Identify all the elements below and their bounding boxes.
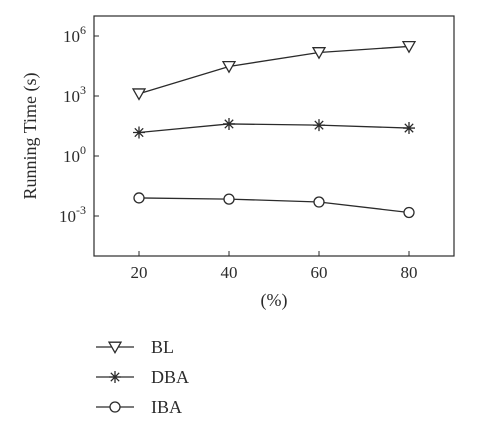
- data-point-iba: [313, 196, 325, 208]
- x-axis-ticks: 20 40 60 80: [131, 251, 418, 282]
- y-axis-label: Running Time (s): [20, 72, 41, 199]
- data-point-iba: [133, 192, 145, 204]
- series-layer: [131, 41, 417, 219]
- legend-label-bl: BL: [151, 337, 174, 357]
- data-point-bl: [401, 41, 417, 54]
- y-tick-label: 10-3: [59, 203, 86, 226]
- data-point-iba: [403, 206, 415, 219]
- data-point-dba-shape: [403, 122, 415, 135]
- legend-label-dba: DBA: [151, 367, 189, 387]
- legend-marker-iba: [109, 401, 121, 413]
- legend-marker-bl: [107, 341, 123, 355]
- y-tick-label: 103: [63, 83, 86, 106]
- x-tick-label: 80: [401, 263, 418, 282]
- series-line-bl: [138, 45, 410, 95]
- legend-label-iba: IBA: [151, 397, 182, 417]
- legend-marker-dba: [109, 371, 121, 383]
- y-axis-ticks: 10-3 100 103 106: [59, 23, 99, 226]
- x-axis-label: (%): [261, 290, 288, 311]
- x-tick-label: 40: [221, 263, 238, 282]
- y-tick-label: 106: [63, 23, 86, 46]
- legend: BL DBA IBA: [96, 337, 189, 417]
- x-tick-label: 20: [131, 263, 148, 282]
- y-tick-label: 100: [63, 143, 86, 166]
- data-point-dba: [313, 119, 325, 132]
- data-point-dba: [133, 126, 145, 139]
- data-point-iba: [223, 193, 235, 205]
- series-line-dba: [138, 123, 410, 134]
- series-line-iba: [138, 197, 410, 214]
- data-point-dba: [403, 122, 415, 135]
- data-point-dba-shape: [313, 119, 325, 132]
- legend-marker-dba-shape: [109, 371, 121, 383]
- x-tick-label: 60: [311, 263, 328, 282]
- data-point-dba-shape: [133, 126, 145, 139]
- plot-frame: [93, 15, 455, 257]
- data-point-bl: [131, 88, 147, 101]
- data-point-bl: [311, 47, 327, 60]
- data-point-bl: [221, 61, 237, 74]
- data-point-dba-shape: [223, 117, 235, 130]
- data-point-dba: [223, 117, 235, 130]
